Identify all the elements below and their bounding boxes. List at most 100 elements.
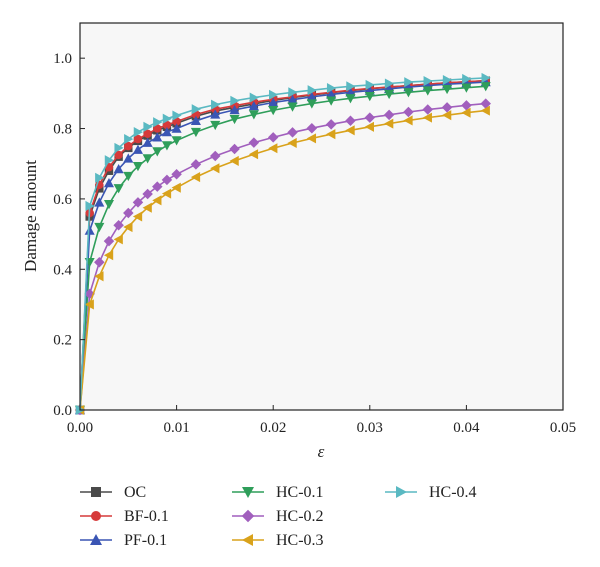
data-point [461,100,472,111]
data-point [384,118,394,129]
data-point [209,150,221,162]
series-hc-0-3 [74,105,490,416]
data-point [365,79,375,90]
data-point [325,119,337,130]
data-point [345,125,355,136]
data-point [103,199,115,210]
data-point [364,112,376,123]
data-point [326,129,336,140]
data-point [423,76,433,87]
x-tick-label: 0.04 [453,420,480,436]
data-point [124,141,133,151]
data-point [95,172,105,183]
data-point [152,147,163,157]
data-point [152,181,163,192]
data-point [161,174,173,186]
legend-label: HC-0.2 [276,508,324,525]
x-tick-label: 0.03 [357,420,383,436]
data-point [190,159,202,170]
data-point [422,112,432,123]
data-point [326,96,337,106]
data-point [210,163,220,174]
data-point [103,235,115,247]
data-point [143,121,153,132]
axis-layer: 0.00 0.01 0.02 0.03 0.04 0.05 0.0 0.2 0.4 0.6 0.8 1… [53,51,576,436]
data-point [268,106,279,116]
data-point [306,99,317,109]
data-point [142,188,153,200]
data-point [248,137,260,148]
data-point [94,222,105,233]
data-point [190,172,201,183]
y-tick-label: 0.4 [53,262,72,278]
data-point [268,143,278,154]
data-point [191,104,201,115]
data-point [161,188,172,199]
data-point [384,78,395,89]
data-point [306,122,318,134]
legend-item: HC-0.2 [232,508,324,525]
data-point [248,149,259,160]
series-hc-0-1 [74,82,491,416]
data-point [94,271,104,282]
data-point [229,143,240,155]
data-point [229,114,240,125]
data-point [162,113,172,124]
legend-item: HC-0.4 [385,484,477,501]
legend-marker [91,487,101,497]
data-point [364,121,374,132]
data-point [124,134,134,145]
data-point [132,197,144,208]
data-point [384,89,395,100]
data-point [248,110,259,120]
data-point [142,137,153,147]
data-point [248,100,259,111]
data-point [229,104,240,115]
series-layer [74,72,491,416]
data-point [326,83,337,94]
data-point [171,123,182,133]
data-point [171,136,182,146]
series-hc-0-4 [75,72,491,416]
legend-item: HC-0.3 [232,532,324,549]
data-point [249,92,259,103]
data-point [123,153,134,163]
data-point [287,137,297,149]
data-point [210,120,221,131]
data-point [403,88,414,98]
data-point [85,200,95,211]
data-point [287,102,298,112]
x-tick-label: 0.02 [260,420,286,436]
data-point [306,91,317,102]
data-point [190,115,201,126]
data-point [480,105,490,116]
data-point [422,86,433,96]
y-axis-title: Damage amount [21,160,40,272]
data-point [123,207,134,219]
data-point [103,250,114,261]
data-point [345,94,356,104]
data-point [326,89,337,99]
data-point [346,81,356,92]
data-point [403,106,414,118]
legend-label: OC [124,484,146,501]
legend-marker [242,534,253,546]
legend: OC BF-0.1 PF-0.1 HC-0.1 HC-0.2 HC-0.3 HC-0.4 [80,484,477,549]
legend-label: HC-0.3 [276,532,324,549]
data-point [84,299,94,310]
data-point [287,127,298,138]
data-point [287,94,298,104]
data-point [211,99,221,110]
data-point [153,124,162,133]
x-tick-label: 0.05 [550,420,576,436]
legend-item: PF-0.1 [80,532,167,549]
data-point [461,83,472,93]
data-point [132,161,143,172]
legend-item: HC-0.1 [232,484,324,501]
data-point [288,87,298,98]
data-point [269,89,279,100]
data-point [142,202,152,213]
y-tick-label: 0.0 [53,403,72,419]
data-point [152,132,163,142]
